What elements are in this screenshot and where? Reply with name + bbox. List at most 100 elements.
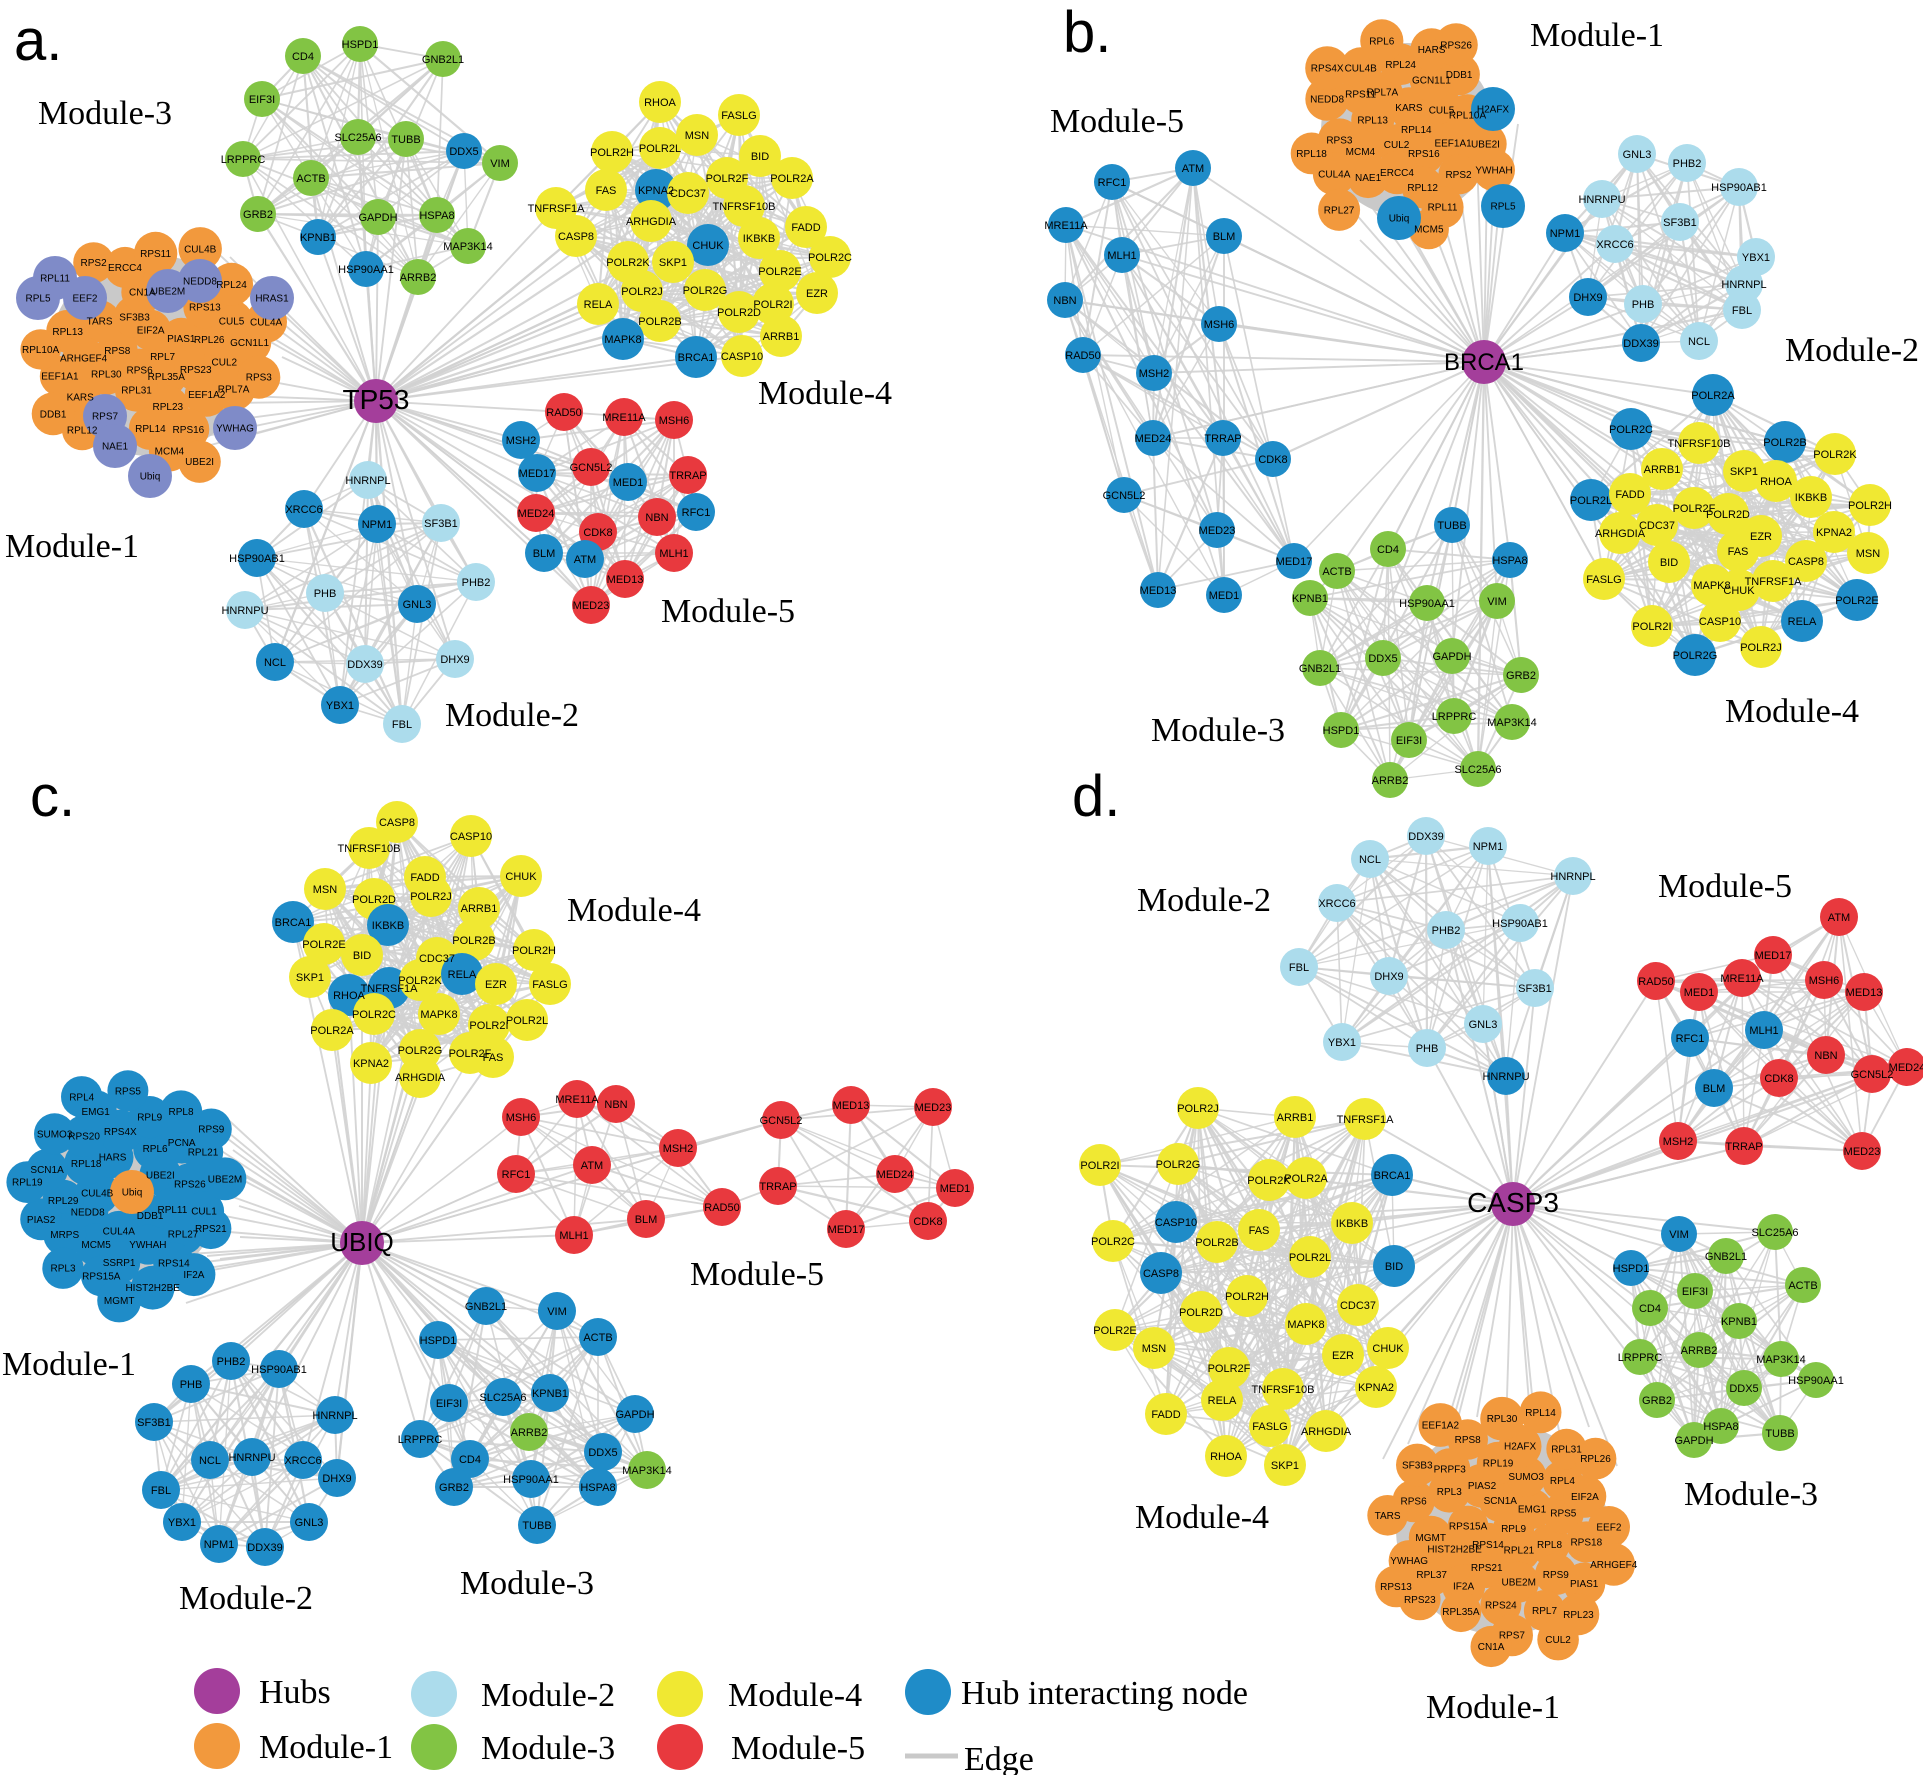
svg-text:d.: d. [1072,764,1120,829]
svg-text:Ubiq: Ubiq [1389,214,1410,225]
svg-text:RELA: RELA [1208,1395,1237,1407]
svg-text:FAS: FAS [483,1052,504,1064]
svg-text:SLC25A6: SLC25A6 [334,132,381,144]
svg-text:UBIQ: UBIQ [330,1227,394,1257]
svg-text:SF3B1: SF3B1 [1663,217,1697,229]
svg-text:FASLG: FASLG [1252,1421,1287,1433]
svg-text:BLM: BLM [635,1214,658,1226]
svg-text:MLH1: MLH1 [1107,250,1136,262]
svg-text:PHB2: PHB2 [217,1356,246,1368]
svg-text:Module-4: Module-4 [567,892,701,929]
svg-text:MED13: MED13 [1140,585,1177,597]
svg-text:GRB2: GRB2 [1506,670,1536,682]
svg-text:GCN5L2: GCN5L2 [570,462,613,474]
svg-text:IKBKB: IKBKB [1336,1218,1368,1230]
svg-text:RPS9: RPS9 [1543,1570,1570,1581]
svg-text:RPL3: RPL3 [1437,1487,1462,1498]
svg-text:KPNB1: KPNB1 [532,1388,568,1400]
svg-text:TNFRSF1A: TNFRSF1A [1337,1114,1395,1126]
svg-text:RPL6: RPL6 [1369,36,1394,47]
svg-text:POLR2D: POLR2D [352,894,396,906]
svg-text:EIF2A: EIF2A [137,326,165,337]
svg-text:RPL8: RPL8 [168,1107,193,1118]
svg-text:GNL3: GNL3 [403,599,432,611]
svg-text:RPS6: RPS6 [127,366,154,377]
svg-text:PRPF3: PRPF3 [1434,1464,1467,1475]
svg-text:BRCA1: BRCA1 [275,917,312,929]
svg-text:CASP10: CASP10 [1699,616,1741,628]
svg-text:ARHGDIA: ARHGDIA [395,1072,446,1084]
svg-text:PHB2: PHB2 [1673,158,1702,170]
svg-text:RPL10A: RPL10A [22,345,60,356]
svg-text:ATM: ATM [581,1160,603,1172]
svg-text:POLR2D: POLR2D [717,307,761,319]
svg-text:RPL21: RPL21 [188,1148,219,1159]
svg-text:MSH2: MSH2 [1663,1136,1694,1148]
svg-text:RPS13: RPS13 [189,302,221,313]
svg-text:RHOA: RHOA [1760,476,1792,488]
svg-text:ARRB2: ARRB2 [400,272,437,284]
svg-text:SF3B1: SF3B1 [137,1417,171,1429]
svg-text:RPL19: RPL19 [1483,1459,1514,1470]
svg-text:POLR2K: POLR2K [1247,1175,1291,1187]
svg-text:POLR2C: POLR2C [808,252,852,264]
svg-text:RPL31: RPL31 [1551,1445,1582,1456]
svg-text:POLR2H: POLR2H [1225,1291,1269,1303]
svg-text:c.: c. [30,764,75,829]
svg-text:RPL3: RPL3 [50,1264,75,1275]
svg-text:GRB2: GRB2 [1642,1395,1672,1407]
svg-text:RELA: RELA [1788,616,1817,628]
svg-text:MED24: MED24 [1889,1062,1923,1074]
svg-text:RPL23: RPL23 [1563,1610,1594,1621]
svg-text:ARRB1: ARRB1 [461,903,498,915]
svg-text:HSP90AB1: HSP90AB1 [229,553,285,565]
svg-text:Module-1: Module-1 [1530,17,1664,54]
svg-text:Module-5: Module-5 [661,593,795,630]
svg-text:ARHGDIA: ARHGDIA [1595,528,1646,540]
svg-text:FADD: FADD [1151,1409,1180,1421]
svg-text:RAD50: RAD50 [1065,350,1100,362]
svg-text:Module-2: Module-2 [445,697,579,734]
svg-text:EZR: EZR [806,288,828,300]
svg-text:RPL37: RPL37 [1416,1570,1447,1581]
svg-text:GNB2L1: GNB2L1 [422,54,464,66]
svg-text:PIAS1: PIAS1 [1570,1579,1599,1590]
svg-text:EEF2: EEF2 [72,294,97,305]
svg-text:POLR2J: POLR2J [621,286,663,298]
svg-text:IKBKB: IKBKB [1795,492,1827,504]
svg-text:POLR2I: POLR2I [1632,621,1671,633]
svg-text:MED1: MED1 [1684,987,1715,999]
svg-text:RPS6: RPS6 [1401,1497,1428,1508]
svg-text:RPL7A: RPL7A [218,385,250,396]
svg-text:GAPDH: GAPDH [1674,1435,1713,1447]
svg-text:CASP10: CASP10 [721,351,763,363]
svg-text:POLR2F: POLR2F [1208,1363,1251,1375]
svg-text:RPL12: RPL12 [1407,183,1438,194]
svg-text:RPS7: RPS7 [92,412,119,423]
svg-text:POLR2G: POLR2G [1156,1159,1201,1171]
svg-text:GCN1L1: GCN1L1 [230,338,269,349]
svg-text:SUMO3: SUMO3 [37,1129,73,1140]
svg-text:HSPA8: HSPA8 [580,1482,615,1494]
svg-text:EEF1A1: EEF1A1 [41,372,79,383]
svg-text:HSPA8: HSPA8 [1703,1421,1738,1433]
svg-text:VIM: VIM [490,158,510,170]
svg-text:RPS3: RPS3 [246,373,273,384]
svg-text:RPL29: RPL29 [48,1196,79,1207]
svg-text:NBN: NBN [604,1099,627,1111]
svg-text:RPL30: RPL30 [91,369,122,380]
svg-text:POLR2I: POLR2I [469,1020,508,1032]
svg-text:CASP10: CASP10 [1155,1217,1197,1229]
svg-text:RPL11: RPL11 [157,1205,187,1216]
svg-text:Module-5: Module-5 [731,1730,865,1767]
svg-text:ARHGDIA: ARHGDIA [626,216,677,228]
svg-text:VIM: VIM [1487,596,1507,608]
svg-text:RPL19: RPL19 [12,1178,43,1189]
svg-text:HNRNPL: HNRNPL [312,1410,357,1422]
svg-text:MAPK8: MAPK8 [1287,1319,1324,1331]
svg-text:PHB: PHB [314,588,337,600]
svg-text:POLR2E: POLR2E [1835,595,1878,607]
svg-text:CASP8: CASP8 [379,817,415,829]
svg-text:IKBKB: IKBKB [372,920,404,932]
svg-text:Ubiq: Ubiq [122,1188,143,1199]
